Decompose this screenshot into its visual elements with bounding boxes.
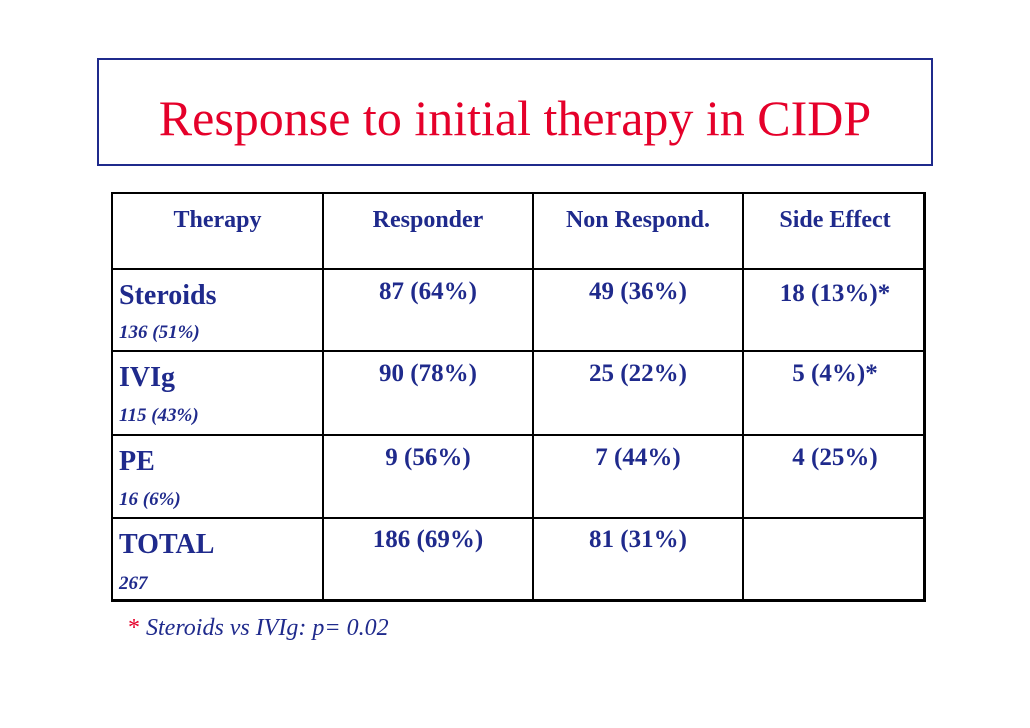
ivig-side-effect: 5 (4%)*: [792, 360, 878, 387]
pe-responder: 9 (56%): [385, 444, 471, 471]
slide-title: Response to initial therapy in CIDP: [158, 90, 872, 146]
row-label-pe: PE: [119, 446, 155, 477]
column-divider: [322, 194, 324, 599]
steroids-responder: 87 (64%): [379, 278, 477, 305]
row-label-total: TOTAL: [119, 529, 215, 560]
steroids-side-effect: 18 (13%)*: [779, 280, 891, 307]
row-divider: [113, 517, 923, 519]
results-table: Therapy Responder Non Respond. Side Effe…: [111, 192, 926, 602]
title-box: Response to initial therapy in CIDP: [97, 58, 933, 166]
pe-non-respond: 7 (44%): [595, 444, 681, 471]
header-non-respond: Non Respond.: [565, 207, 711, 233]
ivig-responder: 90 (78%): [379, 360, 477, 387]
header-therapy: Therapy: [173, 207, 262, 233]
ivig-non-respond: 25 (22%): [589, 360, 687, 387]
column-divider: [532, 194, 534, 599]
steroids-non-respond: 49 (36%): [589, 278, 687, 305]
header-side-effect: Side Effect: [779, 207, 891, 233]
row-divider: [113, 434, 923, 436]
column-divider: [742, 194, 744, 599]
row-count-total: 267: [119, 573, 148, 594]
total-non-respond: 81 (31%): [589, 526, 687, 553]
row-divider: [113, 350, 923, 352]
header-responder: Responder: [372, 207, 484, 233]
row-count-ivig: 115 (43%): [119, 405, 199, 426]
total-responder: 186 (69%): [372, 526, 484, 553]
pe-side-effect: 4 (25%): [792, 444, 878, 471]
footnote-asterisk: *: [128, 615, 140, 641]
row-divider: [113, 268, 923, 270]
row-label-steroids: Steroids: [119, 280, 217, 311]
row-count-pe: 16 (6%): [119, 489, 181, 510]
footnote: * Steroids vs IVIg: p= 0.02: [128, 615, 389, 642]
row-count-steroids: 136 (51%): [119, 322, 200, 343]
row-label-ivig: IVIg: [119, 362, 176, 393]
footnote-text: Steroids vs IVIg: p= 0.02: [140, 615, 389, 641]
